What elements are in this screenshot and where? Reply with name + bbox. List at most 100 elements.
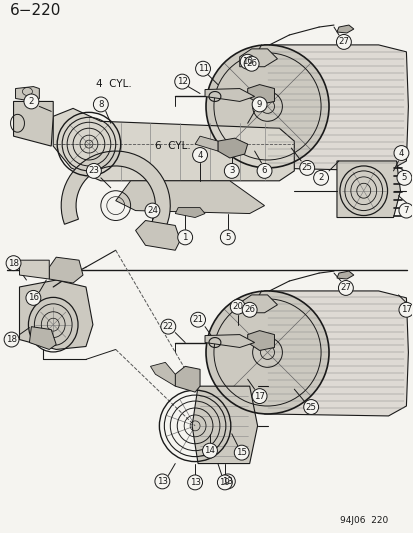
Text: 12: 12 [176,77,187,86]
Polygon shape [61,151,170,233]
Polygon shape [336,25,353,33]
Polygon shape [116,181,264,214]
Polygon shape [150,362,175,386]
Text: 26: 26 [246,59,256,68]
Polygon shape [204,88,254,101]
Polygon shape [19,260,49,279]
Text: 3: 3 [228,166,234,175]
Polygon shape [239,295,277,313]
Text: 10: 10 [242,57,253,66]
Polygon shape [239,49,277,67]
Polygon shape [16,86,39,101]
Polygon shape [14,101,53,146]
Circle shape [24,94,39,109]
Text: 20: 20 [232,302,243,311]
Text: 18: 18 [6,335,17,344]
Polygon shape [204,335,254,348]
Text: 13: 13 [157,477,167,486]
Circle shape [4,332,19,347]
Text: 16: 16 [28,293,39,302]
Circle shape [396,171,411,185]
Polygon shape [247,85,274,104]
Circle shape [174,74,189,89]
Polygon shape [29,327,56,350]
Polygon shape [19,280,93,350]
Circle shape [93,97,108,112]
Polygon shape [336,161,399,217]
Polygon shape [175,366,199,392]
Text: 9: 9 [256,100,261,109]
Text: 23: 23 [88,166,99,175]
Circle shape [220,474,235,489]
Circle shape [192,148,207,163]
Text: 6−220: 6−220 [9,3,61,18]
Wedge shape [206,291,328,414]
Text: 25: 25 [305,402,316,411]
Text: 27: 27 [337,37,349,46]
Circle shape [202,443,217,458]
Circle shape [234,445,249,460]
Circle shape [252,97,266,112]
Polygon shape [195,136,217,151]
Text: 26: 26 [244,305,254,314]
Text: 19: 19 [219,478,230,487]
Text: 6: 6 [261,166,267,175]
Polygon shape [264,45,407,171]
Circle shape [256,164,271,179]
Circle shape [313,171,328,185]
Polygon shape [175,207,204,217]
Circle shape [230,300,244,314]
Text: 4: 4 [197,150,202,159]
Circle shape [154,474,169,489]
Text: 7: 7 [403,206,408,215]
Polygon shape [217,138,247,158]
Circle shape [177,230,192,245]
Text: 5: 5 [401,173,406,182]
Text: 14: 14 [204,446,215,455]
Text: 5: 5 [225,233,230,242]
Circle shape [338,280,352,295]
Text: 11: 11 [197,64,208,73]
Polygon shape [53,108,294,181]
Text: 27: 27 [339,284,351,293]
Wedge shape [206,45,328,168]
Circle shape [252,389,266,403]
Circle shape [190,312,205,327]
Circle shape [393,146,408,160]
Circle shape [195,61,210,76]
Circle shape [303,400,318,415]
Circle shape [220,230,235,245]
Text: 8: 8 [98,100,103,109]
Circle shape [161,319,176,334]
Text: 18: 18 [8,259,19,268]
Text: 4: 4 [398,149,403,158]
Circle shape [224,164,239,179]
Polygon shape [192,386,257,464]
Text: 15: 15 [236,448,247,457]
Circle shape [244,56,259,71]
Polygon shape [135,221,180,251]
Circle shape [145,203,159,218]
Polygon shape [247,330,274,351]
Circle shape [398,302,413,317]
Text: 24: 24 [147,206,157,215]
Text: 94J06  220: 94J06 220 [339,516,388,525]
Text: 4  CYL.: 4 CYL. [96,78,131,88]
Circle shape [240,54,254,69]
Text: 6  CYL.: 6 CYL. [155,141,191,151]
Circle shape [299,160,314,175]
Polygon shape [264,291,407,416]
Polygon shape [49,257,83,283]
Text: 22: 22 [162,322,173,331]
Text: 13: 13 [189,478,200,487]
Circle shape [336,35,351,50]
Polygon shape [336,271,353,279]
Text: 17: 17 [400,305,411,314]
Text: 21: 21 [192,315,203,324]
Circle shape [398,203,413,218]
Text: 17: 17 [254,392,264,401]
Text: 13: 13 [222,477,233,486]
Circle shape [86,164,101,179]
Text: 2: 2 [28,97,34,106]
Circle shape [217,475,232,490]
